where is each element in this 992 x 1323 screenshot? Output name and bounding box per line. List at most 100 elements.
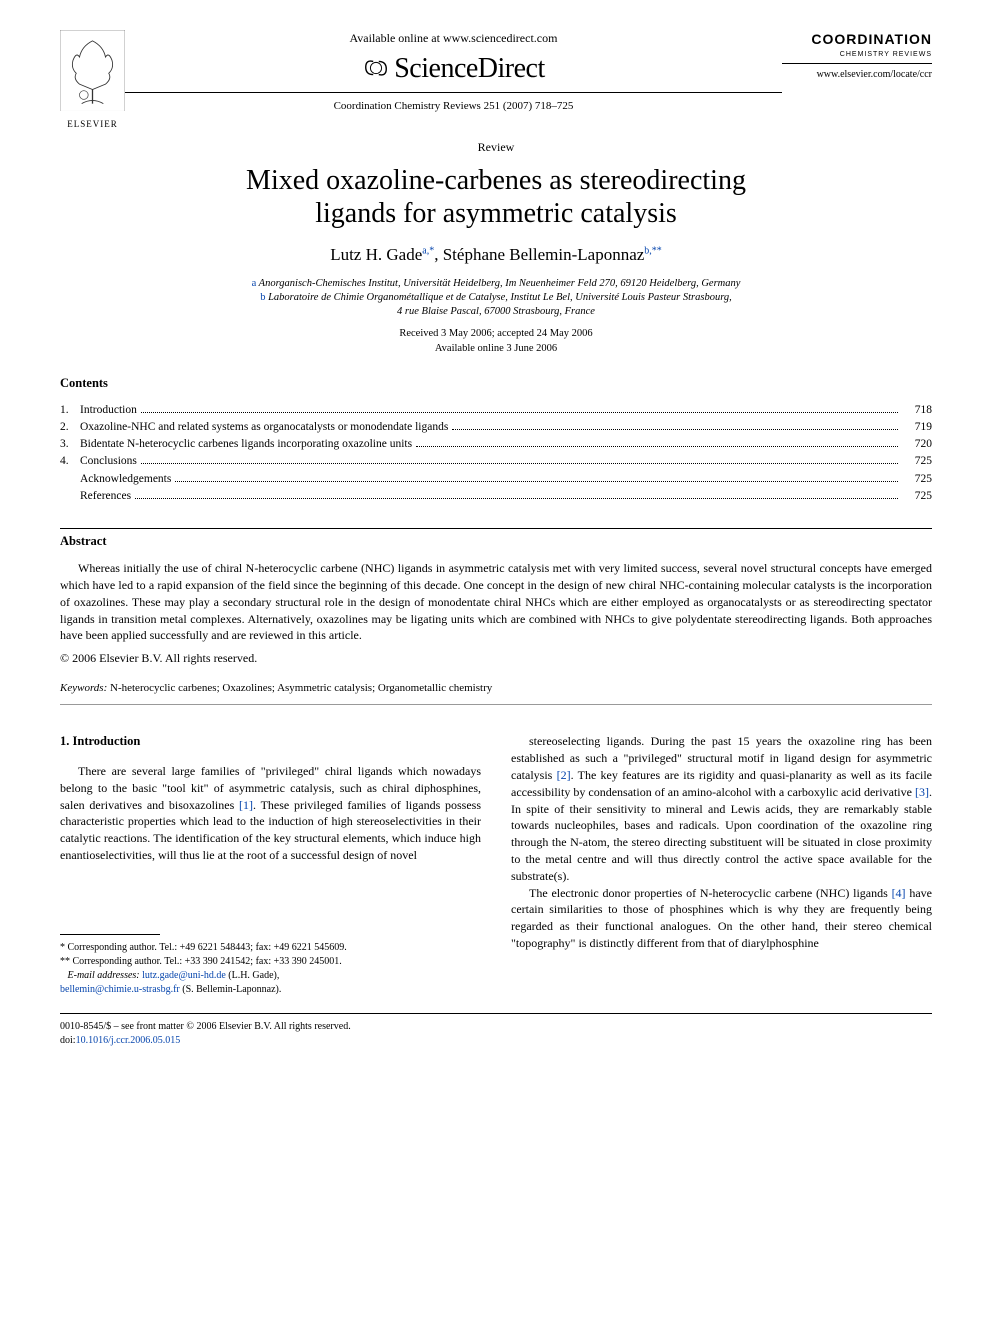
text: . The key features are its rigidity and … (511, 768, 932, 799)
sciencedirect-logo: ScienceDirect (125, 49, 782, 88)
front-matter: 0010-8545/$ – see front matter © 2006 El… (60, 1020, 932, 1034)
copyright-line: © 2006 Elsevier B.V. All rights reserved… (60, 650, 932, 667)
abstract-heading: Abstract (60, 533, 932, 551)
toc-row: 1. Introduction 718 (60, 402, 932, 418)
date-received: Received 3 May 2006; accepted 24 May 200… (399, 328, 592, 339)
ref-link[interactable]: [1] (239, 798, 253, 812)
email-label: E-mail addresses: (68, 970, 140, 981)
author1: Lutz H. Gade (330, 245, 422, 264)
journal-logo-subtitle: CHEMISTRY REVIEWS (782, 50, 932, 60)
journal-reference: Coordination Chemistry Reviews 251 (2007… (125, 99, 782, 114)
header-rule (125, 92, 782, 93)
sciencedirect-icon (362, 54, 390, 82)
right-para1: stereoselecting ligands. During the past… (511, 733, 932, 884)
body-columns: 1. Introduction There are several large … (60, 733, 932, 996)
toc-page: 720 (902, 436, 932, 452)
journal-rule (782, 63, 932, 64)
email1-name: (L.H. Gade), (228, 970, 279, 981)
abstract-body: Whereas initially the use of chiral N-he… (60, 560, 932, 644)
affil-b2: 4 rue Blaise Pascal, 67000 Strasbourg, F… (397, 306, 595, 317)
toc-row: 2. Oxazoline-NHC and related systems as … (60, 419, 932, 435)
left-column: 1. Introduction There are several large … (60, 733, 481, 996)
toc-label: Acknowledgements (80, 471, 171, 487)
toc-page: 718 (902, 402, 932, 418)
email2[interactable]: bellemin@chimie.u-strasbg.fr (60, 984, 180, 995)
doi-label: doi: (60, 1035, 76, 1046)
toc-dots (141, 463, 898, 464)
toc-row: 3. Bidentate N-heterocyclic carbenes lig… (60, 436, 932, 452)
abstract-top-rule (60, 528, 932, 529)
toc-label: Oxazoline-NHC and related systems as org… (80, 419, 448, 435)
footnotes: * Corresponding author. Tel.: +49 6221 5… (60, 941, 481, 997)
toc-row: References 725 (60, 488, 932, 504)
author2-marks: b,** (644, 245, 662, 256)
right-column: stereoselecting ligands. During the past… (511, 733, 932, 996)
email-line2: bellemin@chimie.u-strasbg.fr (S. Bellemi… (60, 983, 481, 997)
available-online-text: Available online at www.sciencedirect.co… (125, 30, 782, 47)
elsevier-block: ELSEVIER (60, 30, 125, 131)
toc-label: Introduction (80, 402, 137, 418)
authors: Lutz H. Gadea,*, Stéphane Bellemin-Lapon… (60, 243, 932, 267)
toc-dots (416, 446, 898, 447)
elsevier-label: ELSEVIER (60, 118, 125, 131)
toc-page: 719 (902, 419, 932, 435)
email1[interactable]: lutz.gade@uni-hd.de (142, 970, 226, 981)
keywords-rule (60, 704, 932, 705)
title-line1: Mixed oxazoline-carbenes as stereodirect… (246, 165, 746, 196)
keywords-text: N-heterocyclic carbenes; Oxazolines; Asy… (110, 682, 492, 694)
toc-label: Bidentate N-heterocyclic carbenes ligand… (80, 436, 412, 452)
elsevier-tree-icon (60, 30, 125, 111)
toc-dots (452, 429, 898, 430)
email2-name: (S. Bellemin-Laponnaz). (182, 984, 281, 995)
affiliations: a Anorganisch-Chemisches Institut, Unive… (60, 277, 932, 320)
doi-line: doi:10.1016/j.ccr.2006.05.015 (60, 1034, 932, 1048)
right-para2: The electronic donor properties of N-het… (511, 885, 932, 952)
ref-link[interactable]: [2] (557, 768, 571, 782)
toc-num: 2. (60, 419, 80, 435)
corr2: ** Corresponding author. Tel.: +33 390 2… (60, 955, 481, 969)
toc-label: References (80, 488, 131, 504)
journal-logo-title: COORDINATION (782, 30, 932, 50)
doi-link[interactable]: 10.1016/j.ccr.2006.05.015 (76, 1035, 181, 1046)
keywords: Keywords: N-heterocyclic carbenes; Oxazo… (60, 681, 932, 696)
sciencedirect-text: ScienceDirect (394, 49, 545, 88)
toc-num: 4. (60, 453, 80, 469)
toc-num: 1. (60, 402, 80, 418)
toc-dots (175, 481, 898, 482)
toc-dots (135, 498, 898, 499)
table-of-contents: 1. Introduction 718 2. Oxazoline-NHC and… (60, 402, 932, 504)
section1-heading: 1. Introduction (60, 733, 481, 751)
journal-logo-block: COORDINATION CHEMISTRY REVIEWS www.elsev… (782, 30, 932, 82)
article-type-label: Review (60, 139, 932, 156)
ref-link[interactable]: [3] (915, 785, 929, 799)
toc-row: Acknowledgements 725 (60, 471, 932, 487)
toc-page: 725 (902, 453, 932, 469)
contents-heading: Contents (60, 375, 932, 393)
text: The electronic donor properties of N-het… (529, 886, 892, 900)
date-online: Available online 3 June 2006 (435, 343, 557, 354)
toc-row: 4. Conclusions 725 (60, 453, 932, 469)
title-line2: ligands for asymmetric catalysis (315, 198, 677, 229)
keywords-label: Keywords: (60, 682, 107, 694)
article-dates: Received 3 May 2006; accepted 24 May 200… (60, 327, 932, 356)
ref-link[interactable]: [4] (892, 886, 906, 900)
toc-page: 725 (902, 488, 932, 504)
footnote-separator (60, 934, 160, 935)
article-title: Mixed oxazoline-carbenes as stereodirect… (60, 164, 932, 231)
toc-page: 725 (902, 471, 932, 487)
header-row: ELSEVIER Available online at www.science… (60, 30, 932, 131)
toc-num: 3. (60, 436, 80, 452)
corr1: * Corresponding author. Tel.: +49 6221 5… (60, 941, 481, 955)
affil-b: Laboratoire de Chimie Organométallique e… (268, 292, 732, 303)
text: . In spite of their sensitivity to miner… (511, 785, 932, 883)
author2: Stéphane Bellemin-Laponnaz (443, 245, 645, 264)
left-para1: There are several large families of "pri… (60, 763, 481, 864)
author1-marks: a,* (422, 245, 434, 256)
toc-label: Conclusions (80, 453, 137, 469)
email-line: E-mail addresses: lutz.gade@uni-hd.de (L… (60, 969, 481, 983)
footer: 0010-8545/$ – see front matter © 2006 El… (60, 1020, 932, 1048)
center-header: Available online at www.sciencedirect.co… (125, 30, 782, 114)
toc-dots (141, 412, 898, 413)
abstract-text: Whereas initially the use of chiral N-he… (60, 560, 932, 644)
footer-rule (60, 1013, 932, 1014)
